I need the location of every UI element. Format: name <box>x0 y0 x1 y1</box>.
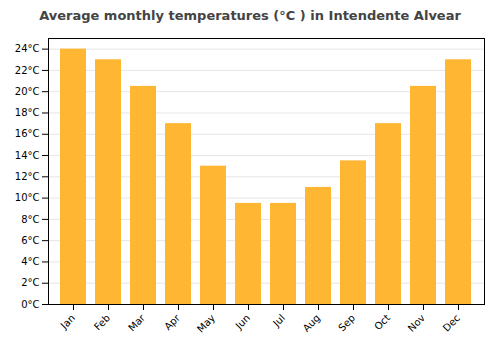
svg-text:24°C: 24°C <box>15 43 40 54</box>
svg-text:20°C: 20°C <box>15 86 40 97</box>
svg-text:May: May <box>195 312 217 334</box>
svg-text:18°C: 18°C <box>15 107 40 118</box>
svg-text:Mar: Mar <box>126 312 148 334</box>
svg-text:14°C: 14°C <box>15 150 40 161</box>
svg-text:10°C: 10°C <box>15 192 40 203</box>
svg-text:12°C: 12°C <box>15 171 40 182</box>
svg-text:4°C: 4°C <box>21 256 39 267</box>
svg-text:0°C: 0°C <box>21 299 39 310</box>
svg-text:Jul: Jul <box>270 312 287 329</box>
svg-text:Apr: Apr <box>162 312 183 333</box>
svg-text:Aug: Aug <box>301 312 323 334</box>
svg-text:16°C: 16°C <box>15 128 40 139</box>
svg-text:Jan: Jan <box>58 312 77 331</box>
svg-text:Feb: Feb <box>92 312 112 332</box>
svg-text:Sep: Sep <box>336 312 357 333</box>
svg-text:22°C: 22°C <box>15 65 40 76</box>
svg-text:Dec: Dec <box>441 312 462 333</box>
html-text:Average monthly temperatures (: Average monthly temperatures (°C ) in In… <box>39 8 461 23</box>
svg-text:6°C: 6°C <box>21 235 39 246</box>
svg-text:2°C: 2°C <box>21 277 39 288</box>
svg-text:Oct: Oct <box>372 312 392 332</box>
svg-text:Nov: Nov <box>406 312 428 334</box>
svg-text:8°C: 8°C <box>21 214 39 225</box>
svg-text:Jun: Jun <box>233 312 253 332</box>
